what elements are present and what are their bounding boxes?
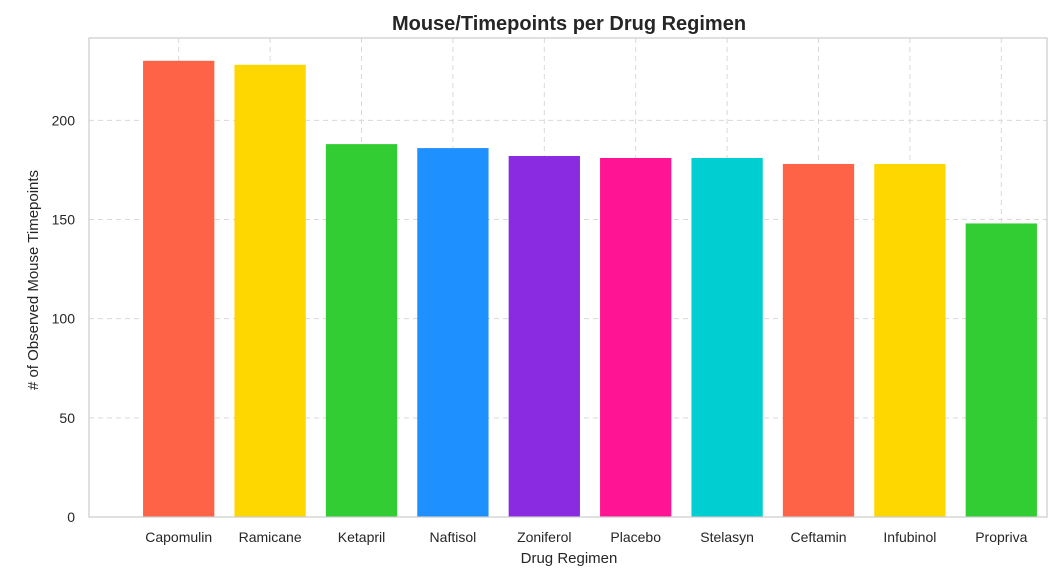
- bar-ceftamin: [782, 163, 855, 517]
- bar-infubinol: [874, 163, 946, 517]
- y-axis-ticks: 0 50 100 150 200: [52, 112, 76, 525]
- bar-stelasyn: [691, 157, 763, 517]
- x-tick-label: Ceftamin: [790, 529, 846, 545]
- y-tick-label: 200: [52, 112, 76, 128]
- x-tick-label: Infubinol: [883, 529, 936, 545]
- y-axis-label: # of Observed Mouse Timepoints: [25, 170, 42, 390]
- bar-ramicane: [234, 64, 306, 517]
- bar-ketapril: [325, 144, 398, 517]
- chart-title: Mouse/Timepoints per Drug Regimen: [392, 13, 746, 35]
- bar-zoniferol: [508, 156, 580, 517]
- y-tick-label: 100: [52, 311, 76, 327]
- bar-naftisol: [417, 148, 489, 517]
- bar-placebo: [600, 157, 672, 517]
- x-tick-label: Capomulin: [145, 529, 212, 545]
- x-tick-label: Ramicane: [239, 529, 302, 545]
- plot-frame: [88, 37, 1048, 518]
- x-tick-label: Propriva: [975, 529, 1027, 545]
- bar-propriva: [965, 223, 1037, 517]
- x-axis-ticks: Capomulin Ramicane Ketapril Naftisol Zonifer…: [145, 529, 1027, 545]
- y-tick-label: 0: [67, 509, 75, 525]
- bar-capomulin: [143, 60, 215, 518]
- x-tick-label: Stelasyn: [700, 529, 754, 545]
- x-tick-label: Placebo: [610, 529, 661, 545]
- y-tick-label: 50: [59, 410, 75, 426]
- x-tick-label: Ketapril: [338, 529, 385, 545]
- bars: [143, 60, 1037, 518]
- x-tick-label: Zoniferol: [517, 529, 571, 545]
- y-tick-label: 150: [52, 211, 76, 227]
- x-axis-label: Drug Regimen: [521, 550, 618, 567]
- x-tick-label: Naftisol: [430, 529, 477, 545]
